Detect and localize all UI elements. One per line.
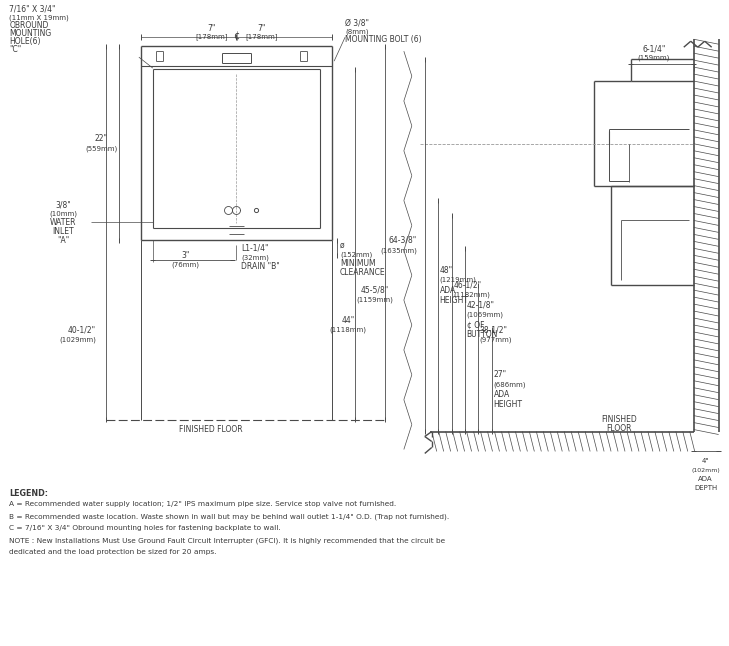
Text: (559mm): (559mm) (85, 145, 117, 152)
Text: LEGEND:: LEGEND: (9, 489, 48, 498)
Text: dedicated and the load protection be sized for 20 amps.: dedicated and the load protection be siz… (9, 549, 217, 555)
Text: BUTTON: BUTTON (467, 331, 498, 339)
Text: (11mm X 19mm): (11mm X 19mm) (9, 14, 69, 21)
Text: HOLE(6): HOLE(6) (9, 37, 41, 46)
Text: ¢ OF: ¢ OF (467, 320, 484, 329)
Text: 7": 7" (207, 24, 216, 33)
Text: Ø 3/8": Ø 3/8" (345, 19, 369, 28)
Text: A = Recommended water supply location; 1/2" IPS maximum pipe size. Service stop : A = Recommended water supply location; 1… (9, 501, 397, 507)
Text: OBROUND: OBROUND (9, 21, 49, 30)
Text: (1069mm): (1069mm) (467, 312, 504, 318)
Text: 44": 44" (341, 315, 355, 324)
Text: C = 7/16" X 3/4" Obround mounting holes for fastening backplate to wall.: C = 7/16" X 3/4" Obround mounting holes … (9, 525, 281, 531)
Text: 22": 22" (95, 134, 107, 143)
Text: HEIGHT: HEIGHT (494, 400, 523, 409)
Text: 3/8": 3/8" (55, 200, 71, 209)
Text: DEPTH: DEPTH (694, 485, 717, 492)
Text: ADA: ADA (440, 286, 456, 295)
Text: DRAIN "B": DRAIN "B" (241, 262, 280, 271)
Text: L1-1/4": L1-1/4" (241, 244, 269, 253)
Text: 42-1/8": 42-1/8" (467, 300, 494, 309)
Text: (686mm): (686mm) (494, 382, 526, 388)
Text: ¢: ¢ (233, 31, 240, 41)
Text: 64-3/8": 64-3/8" (389, 236, 417, 245)
Text: (76mm): (76mm) (172, 261, 200, 267)
Text: 3": 3" (182, 251, 190, 260)
Text: (1219mm): (1219mm) (440, 277, 477, 284)
Text: 45-5/8": 45-5/8" (361, 286, 389, 295)
Text: "C": "C" (9, 45, 22, 54)
Text: (1635mm): (1635mm) (380, 247, 417, 254)
Text: ADA: ADA (494, 390, 510, 399)
Text: 48": 48" (440, 266, 453, 275)
Text: (1159mm): (1159mm) (356, 297, 394, 304)
Text: INLET: INLET (52, 227, 74, 236)
Text: FINISHED FLOOR: FINISHED FLOOR (179, 425, 243, 434)
Text: NOTE : New Installations Must Use Ground Fault Circuit Interrupter (GFCI). It is: NOTE : New Installations Must Use Ground… (9, 537, 445, 543)
Text: (10mm): (10mm) (49, 210, 77, 216)
Text: 6-1/4": 6-1/4" (642, 45, 666, 54)
Text: (8mm): (8mm) (345, 28, 369, 34)
Text: 7/16" X 3/4": 7/16" X 3/4" (9, 5, 56, 14)
Text: (1029mm): (1029mm) (59, 337, 96, 343)
Text: 27": 27" (494, 370, 507, 379)
Text: ADA: ADA (698, 476, 713, 483)
Text: 46-1/2": 46-1/2" (453, 280, 482, 289)
Text: 4": 4" (702, 459, 709, 464)
Text: MOUNTING: MOUNTING (9, 29, 52, 37)
Text: B = Recommended waste location. Waste shown in wall but may be behind wall outle: B = Recommended waste location. Waste sh… (9, 513, 450, 519)
Text: FLOOR: FLOOR (607, 424, 632, 433)
Text: (977mm): (977mm) (480, 337, 512, 343)
Text: (1182mm): (1182mm) (453, 292, 491, 298)
Text: MINIMUM: MINIMUM (340, 259, 375, 267)
Text: FINISHED: FINISHED (601, 415, 637, 424)
Text: 38-1/2": 38-1/2" (480, 326, 507, 335)
Text: HEIGHT: HEIGHT (440, 296, 469, 305)
Text: (102mm): (102mm) (691, 468, 720, 473)
Text: "A": "A" (57, 236, 69, 245)
Text: (159mm): (159mm) (638, 55, 670, 61)
Text: (32mm): (32mm) (241, 254, 269, 260)
Text: CLEARANCE: CLEARANCE (340, 267, 386, 276)
Text: WATER: WATER (50, 218, 77, 227)
Text: (152mm): (152mm) (340, 251, 373, 258)
Text: (1118mm): (1118mm) (330, 327, 367, 333)
Text: 7": 7" (257, 24, 265, 33)
Text: [178mm]: [178mm] (195, 33, 228, 39)
Text: [178mm]: [178mm] (245, 33, 278, 39)
Text: ø: ø (340, 241, 345, 250)
Text: 40-1/2": 40-1/2" (68, 326, 96, 335)
Text: MOUNTING BOLT (6): MOUNTING BOLT (6) (345, 35, 421, 44)
